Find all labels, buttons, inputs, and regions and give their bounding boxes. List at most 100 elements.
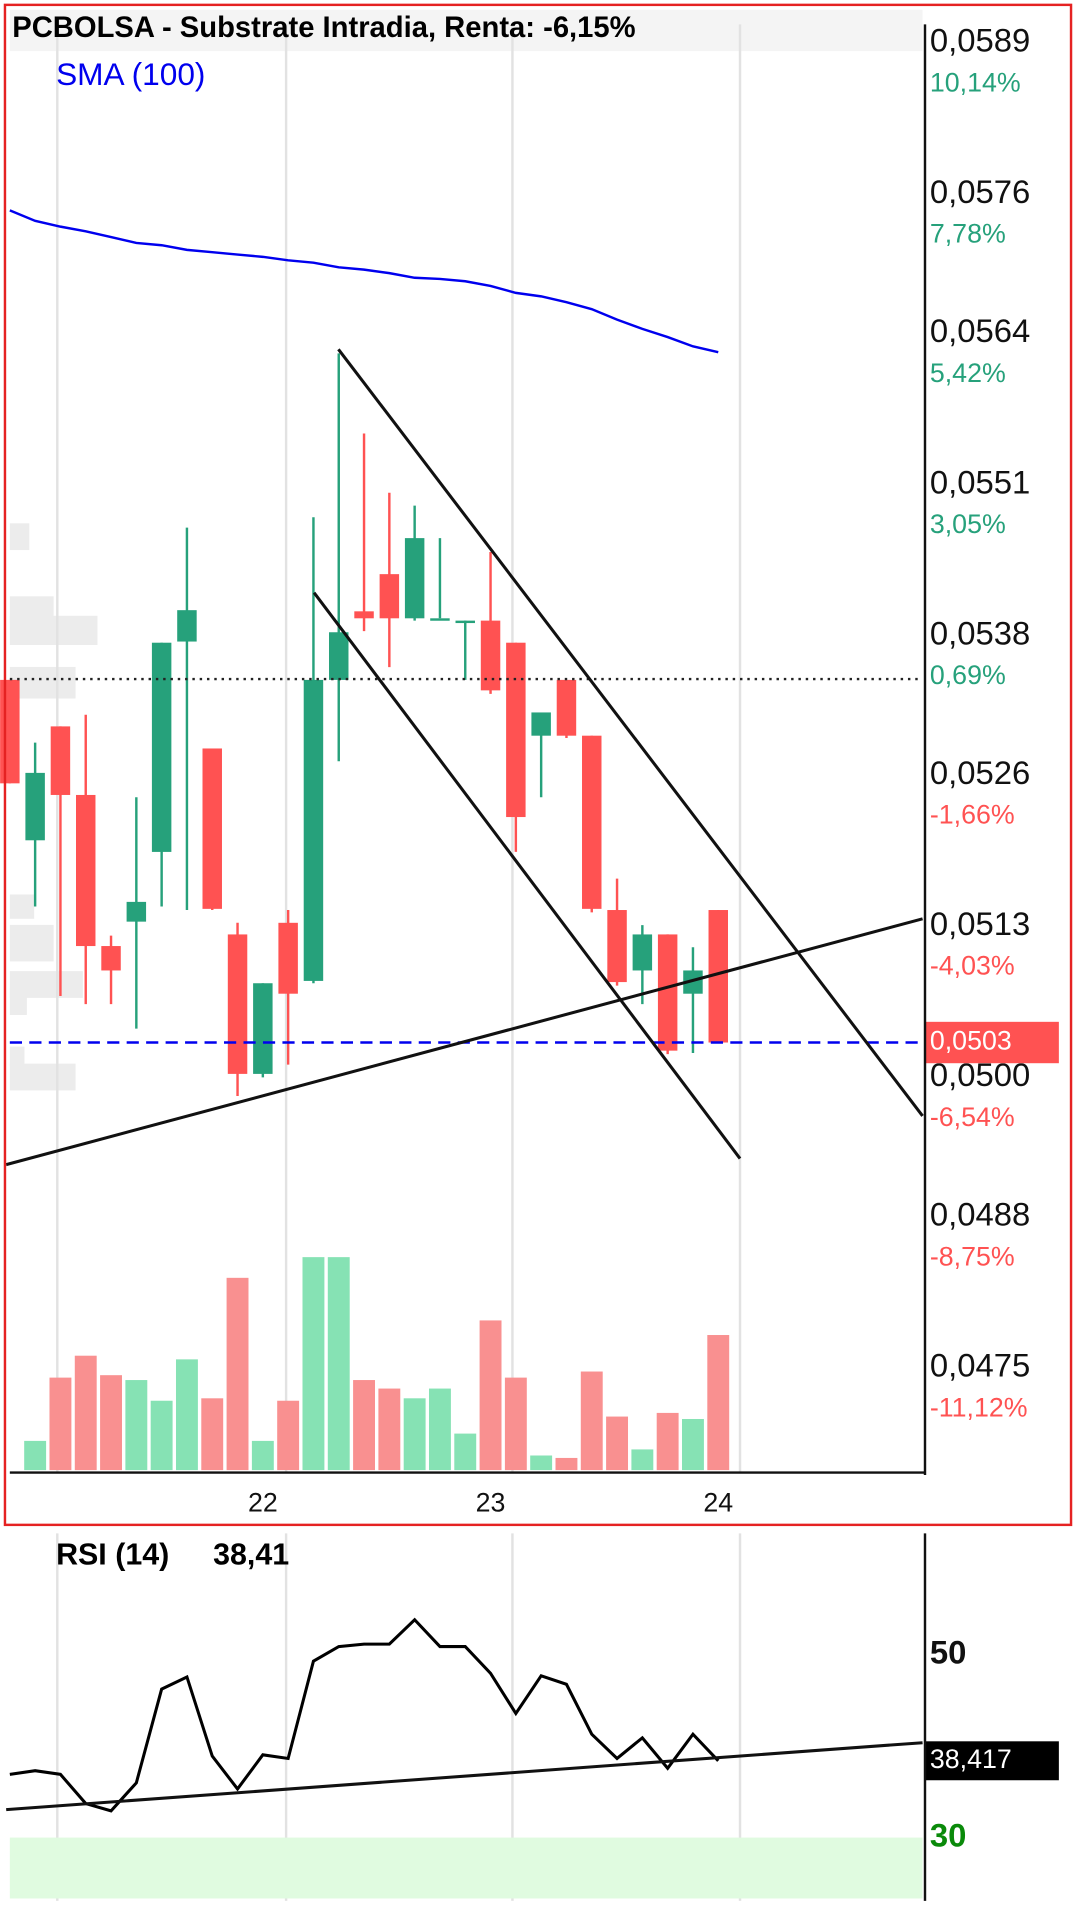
profile-box — [9, 1063, 76, 1091]
candle-body — [506, 642, 526, 818]
volume-bar — [479, 1320, 502, 1471]
profile-box — [9, 894, 35, 919]
volume-bar — [24, 1440, 47, 1471]
y-tick-label: 0,0564 — [930, 312, 1030, 349]
candle-body — [455, 620, 475, 624]
y-tick-label: 0,0551 — [930, 463, 1030, 500]
candle-body — [607, 910, 627, 983]
volume-bar — [353, 1380, 375, 1471]
y-tick-change: -1,66% — [930, 800, 1015, 830]
trendline — [5, 917, 923, 1167]
profile-box — [9, 988, 27, 1015]
legend-sma: SMA (100) — [56, 56, 205, 92]
candle-body — [708, 910, 728, 1043]
profile-box — [9, 523, 30, 551]
volume-bar — [251, 1440, 274, 1471]
candle-body — [354, 611, 374, 619]
volume-bar — [555, 1457, 578, 1471]
candle-body — [582, 735, 602, 909]
volume-bar — [707, 1335, 730, 1471]
candle-body — [202, 748, 222, 909]
volume-bar — [125, 1380, 148, 1471]
trendlines — [5, 348, 924, 1812]
candle-body — [531, 712, 551, 736]
candle-body — [151, 642, 172, 852]
candle-body — [0, 679, 20, 784]
candle-body — [379, 574, 400, 619]
rsi-header-value: 38,41 — [213, 1538, 289, 1572]
profile-box — [9, 666, 76, 699]
volume-bar — [100, 1375, 122, 1471]
volume-bar — [682, 1418, 704, 1471]
candle-body — [101, 946, 121, 971]
candle-body — [430, 618, 450, 621]
volume-bar — [327, 1257, 350, 1471]
y-tick-label: 0,0513 — [930, 905, 1030, 942]
volume-bar — [428, 1388, 451, 1471]
candle-body — [480, 620, 501, 691]
volume-bar — [175, 1359, 198, 1471]
sma-line — [9, 209, 719, 354]
volume-bar — [631, 1449, 654, 1471]
volume-bar — [656, 1412, 679, 1471]
profile-box — [9, 924, 54, 962]
y-tick-label: 0,0475 — [930, 1347, 1030, 1384]
y-tick-label: 0,0589 — [930, 22, 1030, 59]
candle-body — [75, 794, 96, 947]
volume-bar — [606, 1416, 629, 1471]
candle-body — [329, 632, 349, 680]
y-tick-label: 50 — [930, 1634, 967, 1671]
volume-bar — [530, 1455, 553, 1471]
candle-body — [227, 934, 248, 1074]
y-tick-label: 0,0576 — [930, 173, 1030, 210]
candle-body — [25, 772, 45, 841]
y-tick-label: 0,0488 — [930, 1196, 1030, 1233]
labels-layer: 0,0589 10,14% 0,0576 7,78% 0,0564 5,42% 0,0551… — [248, 22, 1059, 1853]
candle-body — [278, 922, 298, 994]
candle-body — [177, 610, 197, 642]
last-price-box — [924, 1021, 1059, 1064]
last-value-box — [924, 1741, 1059, 1781]
volume-bar — [454, 1433, 477, 1471]
profile-box — [9, 615, 98, 645]
candle-body — [50, 726, 71, 795]
x-tick-label: 24 — [703, 1487, 733, 1517]
y-tick-label: 0,0538 — [930, 614, 1030, 651]
volume-bar — [201, 1398, 224, 1471]
y-tick-change: -11,12% — [930, 1392, 1028, 1422]
candle-body — [683, 970, 703, 994]
oversold-zone — [9, 1837, 923, 1899]
volume-bar — [74, 1355, 97, 1471]
candle-body — [556, 679, 577, 736]
candle-body — [253, 983, 273, 1074]
x-tick-label: 22 — [248, 1487, 278, 1517]
volume-bar — [403, 1398, 426, 1471]
volume-bar — [580, 1371, 603, 1471]
x-tick-label: 23 — [476, 1487, 506, 1517]
rsi-trendline — [6, 1741, 923, 1812]
candle-body — [404, 538, 425, 619]
y-tick-change: -6,54% — [930, 1102, 1015, 1132]
candle-body — [657, 934, 678, 1051]
last-price-label: 0,0503 — [930, 1026, 1012, 1056]
y-tick-label: 0,0526 — [930, 754, 1030, 791]
volume-bar — [150, 1400, 173, 1471]
candle-body — [303, 679, 324, 981]
volume-bar — [277, 1400, 300, 1471]
selection-frame — [3, 3, 1073, 1527]
trendline — [337, 348, 924, 1117]
y-tick-change: 3,05% — [930, 509, 1006, 539]
candle-body — [632, 934, 653, 971]
y-tick-change: 10,14% — [930, 67, 1021, 97]
last-value-label: 38,417 — [930, 1744, 1012, 1774]
y-tick-change: -4,03% — [930, 951, 1015, 981]
volume-profile — [9, 523, 98, 1091]
profile-box — [9, 1046, 25, 1067]
chart-title: PCBOLSA - Substrate Intradia, Renta: -6,… — [12, 12, 635, 44]
volume-bar — [378, 1388, 401, 1471]
volume-bar — [49, 1377, 72, 1471]
y-tick-change: -8,75% — [930, 1241, 1015, 1271]
y-tick-label: 30 — [930, 1816, 967, 1853]
